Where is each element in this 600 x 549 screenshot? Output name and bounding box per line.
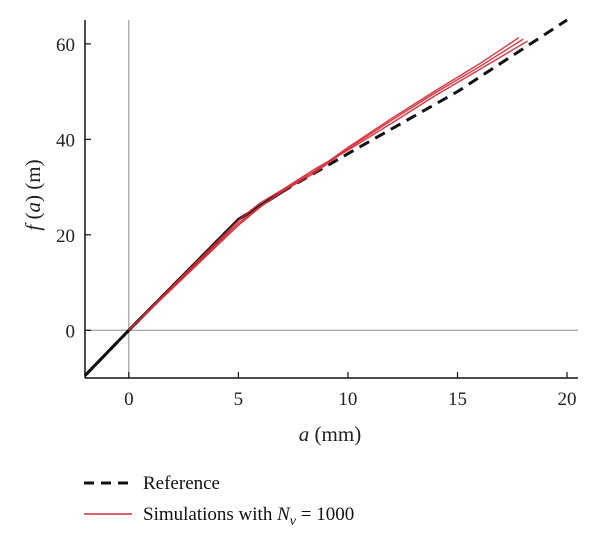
svg-text:f (a) (m): f (a) (m) [21, 159, 45, 230]
legend: Reference Simulations with Nν = 1000 [84, 473, 354, 529]
x-tick-label-10: 10 [338, 389, 357, 410]
legend-sim-var: N [276, 504, 291, 525]
legend-sim-suffix: = 1000 [296, 504, 354, 525]
x-tick-label-15: 15 [448, 389, 467, 410]
reference-line [83, 18, 568, 377]
x-axis-label: a (mm) [299, 422, 361, 446]
y-axis-func: f [21, 222, 45, 231]
svg-text:a (mm): a (mm) [299, 422, 361, 446]
x-axis-var: a [299, 422, 310, 446]
y-axis-paren-open: ( [21, 212, 45, 224]
x-axis-unit: (mm) [309, 422, 361, 446]
plot-area: 0 5 10 15 20 0 20 40 60 [56, 18, 578, 410]
legend-simulation-label: Simulations with Nν = 1000 [143, 504, 354, 529]
y-tick-label-40: 40 [56, 130, 75, 151]
legend-sim-prefix: Simulations with [143, 504, 277, 525]
y-tick-label-20: 20 [56, 226, 75, 247]
y-axis-label: f (a) (m) [21, 159, 45, 230]
y-axis-var: a [21, 202, 45, 213]
y-axis-unit: (m) [21, 159, 45, 195]
legend-reference-label: Reference [143, 473, 220, 494]
y-axis-paren-close: ) [21, 195, 45, 202]
x-tick-label-20: 20 [558, 389, 577, 410]
x-tick-label-5: 5 [234, 389, 244, 410]
reference-line-solid-segment [83, 190, 284, 377]
simulation-line-3 [128, 37, 520, 331]
simulation-line-2 [128, 40, 528, 331]
x-tick-label-0: 0 [124, 389, 134, 410]
simulation-line-1 [128, 38, 524, 331]
y-tick-label-60: 60 [56, 35, 75, 56]
y-tick-label-0: 0 [66, 321, 76, 342]
legend-sim-subscript: ν [290, 514, 297, 529]
